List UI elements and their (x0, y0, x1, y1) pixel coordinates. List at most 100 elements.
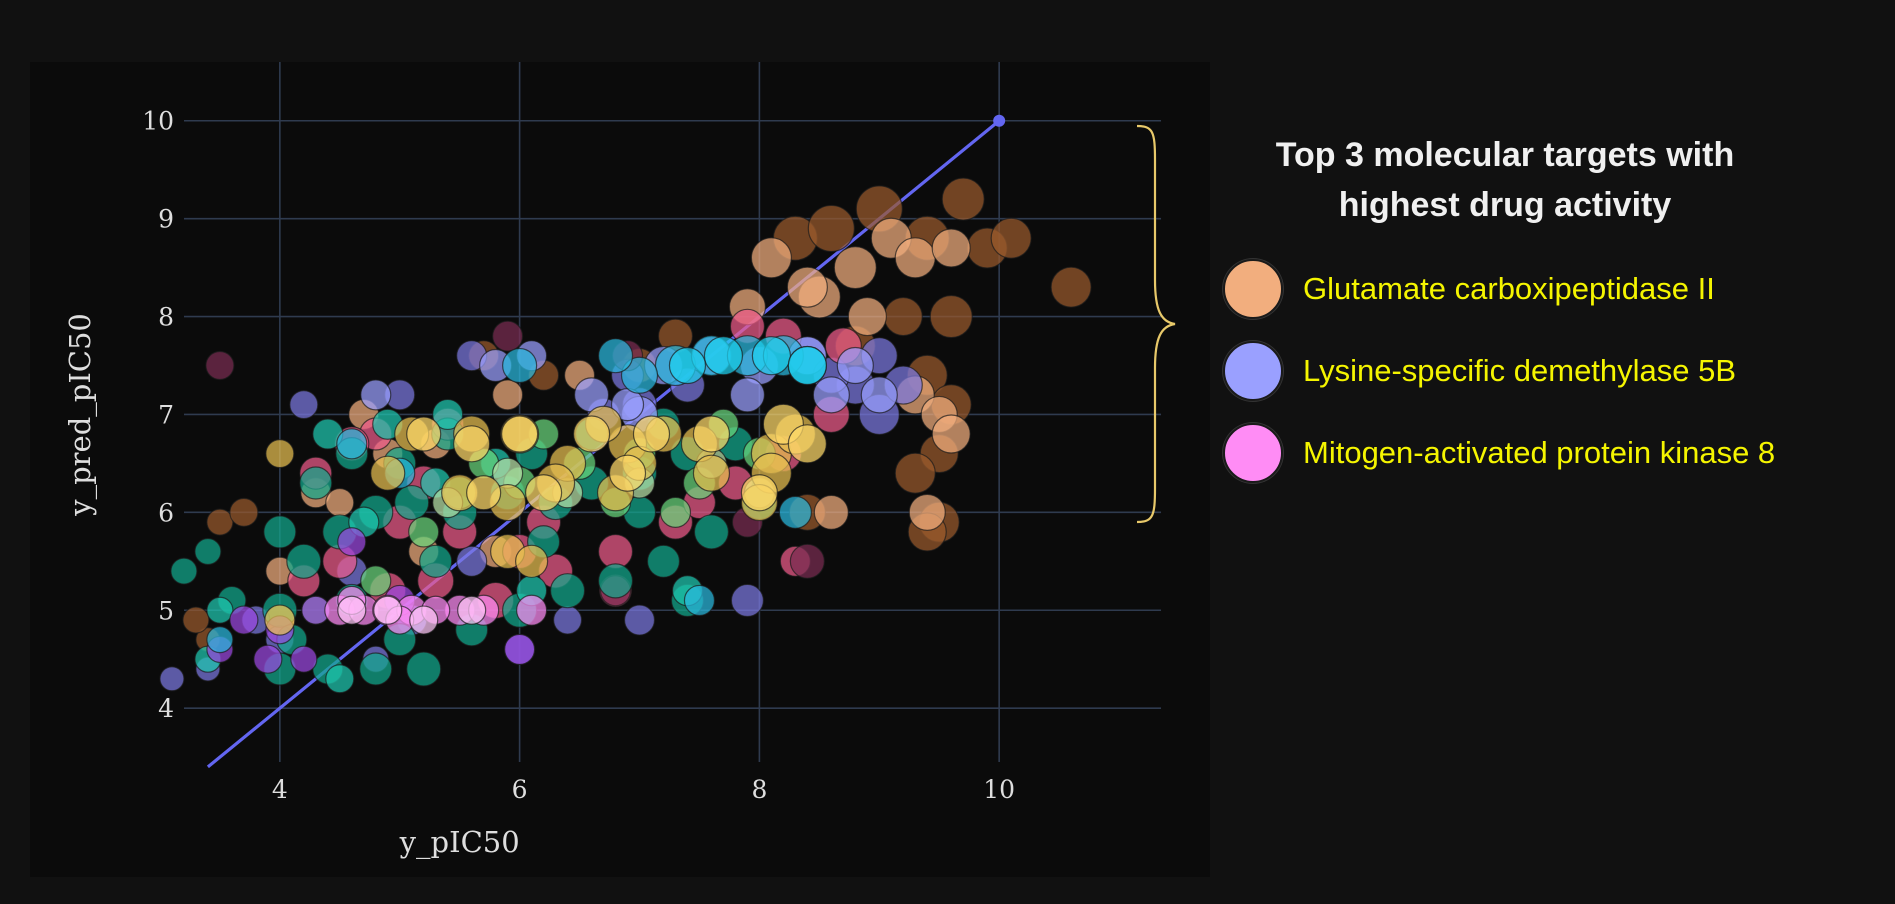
data-point (502, 347, 538, 384)
data-point (836, 346, 874, 385)
data-point (229, 497, 259, 527)
plot-panel: 4 6 8 10 4 5 6 7 8 9 10 y_pIC50 y_pred_pIC50 (30, 62, 1210, 877)
data-point (572, 415, 611, 453)
data-point (206, 508, 234, 536)
data-point (253, 644, 283, 674)
data-point (408, 516, 440, 548)
data-point (206, 626, 234, 654)
data-point (608, 454, 647, 492)
data-point (370, 455, 406, 491)
data-point (740, 474, 778, 512)
data-point (692, 454, 731, 492)
data-point (492, 320, 524, 352)
data-point (623, 604, 656, 636)
data-point (730, 583, 765, 618)
data-point (787, 345, 827, 386)
data-point (1050, 266, 1092, 308)
data-point (894, 452, 936, 494)
legend-swatch (1223, 423, 1283, 483)
x-axis-title: y_pIC50 (399, 825, 520, 860)
legend-title-line2: highest drug activity (1338, 186, 1672, 224)
data-point (337, 527, 367, 557)
data-point (860, 376, 898, 414)
data-point (847, 296, 887, 337)
data-point (406, 416, 442, 452)
reference-line-end-marker (993, 114, 1006, 127)
data-point (632, 415, 671, 453)
legend-title: Top 3 molecular targets with highest dru… (1215, 130, 1795, 230)
data-point (419, 544, 453, 578)
y-tick-label: 5 (158, 596, 174, 625)
legend-item-lysine-demethylase: Lysine-specific demethylase 5B (1215, 330, 1875, 412)
legend-item-mapk8: Mitogen-activated protein kinase 8 (1215, 412, 1875, 494)
x-tick-label: 8 (751, 775, 767, 804)
data-point (501, 415, 539, 453)
legend-label: Mitogen-activated protein kinase 8 (1303, 435, 1776, 470)
data-point (290, 645, 318, 673)
y-tick-label: 9 (158, 205, 174, 234)
data-point (409, 605, 439, 635)
data-point (263, 515, 297, 549)
data-point (750, 237, 792, 279)
legend-label: Lysine-specific demethylase 5B (1303, 353, 1737, 388)
y-tick-label: 8 (158, 303, 174, 332)
data-point (504, 633, 536, 666)
y-tick-labels: 4 5 6 7 8 9 10 (142, 107, 174, 723)
data-point (359, 652, 393, 686)
data-point (597, 563, 634, 599)
data-point (453, 425, 491, 463)
data-point (894, 237, 936, 279)
data-point (931, 228, 971, 268)
data-point (205, 350, 235, 381)
data-point (394, 484, 430, 521)
data-point (516, 594, 548, 626)
data-point (456, 545, 488, 577)
data-point (751, 336, 791, 376)
data-point (778, 495, 812, 529)
data-point (692, 415, 731, 453)
data-point (729, 377, 766, 413)
data-point (552, 605, 583, 635)
legend-swatch (1223, 259, 1283, 319)
legend-swatch (1223, 341, 1283, 401)
data-point (693, 514, 730, 550)
data-point (286, 543, 322, 579)
data-point (646, 544, 681, 578)
data-point (492, 379, 524, 411)
y-axis-title: y_pred_pIC50 (63, 313, 98, 517)
curly-brace (1136, 124, 1176, 524)
data-point (807, 204, 855, 253)
data-point (336, 428, 368, 460)
y-tick-label: 4 (158, 694, 174, 723)
data-point (264, 604, 296, 636)
data-point (908, 493, 946, 531)
data-point (325, 487, 355, 518)
scatter-chart: 4 6 8 10 4 5 6 7 8 9 10 y_pIC50 y_pred_pIC50 (63, 62, 1162, 860)
data-point (206, 596, 234, 624)
data-point (182, 606, 210, 634)
x-tick-labels: 4 6 8 10 (272, 775, 1015, 804)
data-point (812, 376, 850, 414)
data-point (373, 595, 403, 625)
data-point (406, 651, 442, 687)
data-point (703, 336, 744, 376)
data-point (360, 565, 392, 597)
data-point (337, 595, 367, 625)
data-point (668, 346, 707, 385)
data-point (360, 379, 392, 411)
data-point (229, 605, 259, 635)
data-point (659, 496, 692, 528)
data-point (515, 544, 549, 578)
data-point (265, 439, 295, 469)
data-point (786, 266, 828, 308)
data-point (931, 414, 971, 454)
y-tick-label: 7 (158, 400, 174, 429)
data-point (683, 584, 716, 617)
data-point (170, 557, 198, 585)
reference-line-marker-layer (993, 114, 1006, 127)
x-tick-label: 6 (512, 775, 528, 804)
data-point (833, 245, 877, 290)
legend-label: Glutamate carboxipeptidase II (1303, 271, 1715, 306)
x-tick-label: 4 (272, 775, 288, 804)
y-tick-label: 6 (158, 498, 174, 527)
